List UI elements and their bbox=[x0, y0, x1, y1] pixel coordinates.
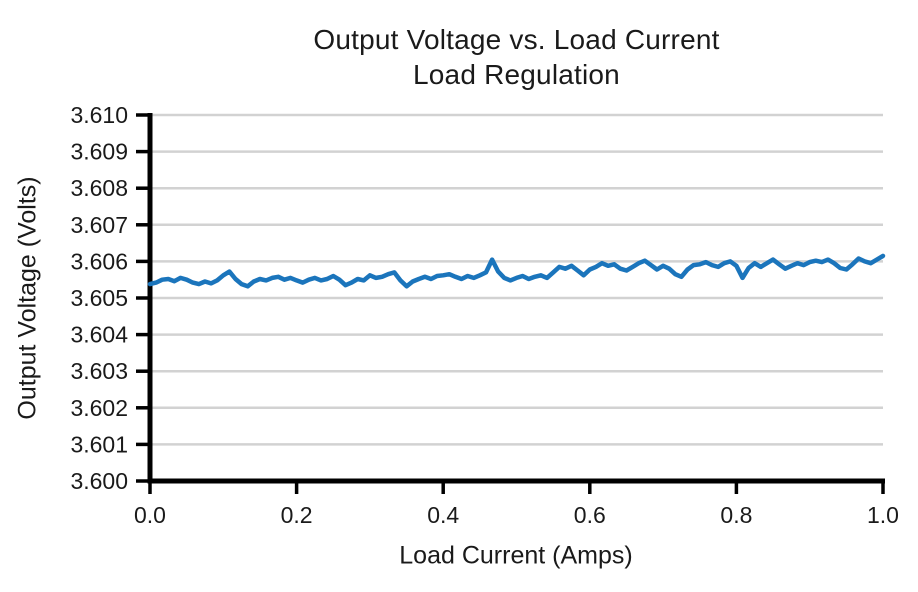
y-tick-label: 3.600 bbox=[70, 468, 128, 494]
y-tick-label: 3.608 bbox=[70, 175, 128, 201]
x-tick-label: 0.6 bbox=[574, 502, 606, 528]
y-tick-label: 3.606 bbox=[70, 248, 128, 274]
chart-title-block: Output Voltage vs. Load Current Load Reg… bbox=[150, 22, 883, 92]
y-tick-label: 3.605 bbox=[70, 285, 128, 311]
chart-subtitle: Load Regulation bbox=[413, 59, 620, 90]
x-tick-label: 0.8 bbox=[720, 502, 752, 528]
chart-title: Output Voltage vs. Load Current bbox=[313, 24, 720, 55]
x-axis-label: Load Current (Amps) bbox=[399, 541, 633, 570]
x-tick-label: 1.0 bbox=[867, 502, 899, 528]
data-series-line bbox=[147, 253, 886, 289]
y-tick-label: 3.607 bbox=[70, 212, 128, 238]
y-tick-label: 3.604 bbox=[70, 322, 128, 348]
y-tick-label: 3.602 bbox=[70, 395, 128, 421]
y-tick-label: 3.609 bbox=[70, 139, 128, 165]
x-tick-label: 0.2 bbox=[281, 502, 313, 528]
x-tick-label: 0.0 bbox=[134, 502, 166, 528]
y-tick-label: 3.603 bbox=[70, 358, 128, 384]
y-tick-label: 3.601 bbox=[70, 431, 128, 457]
x-tick-label: 0.4 bbox=[427, 502, 459, 528]
y-tick-label: 3.610 bbox=[70, 102, 128, 128]
